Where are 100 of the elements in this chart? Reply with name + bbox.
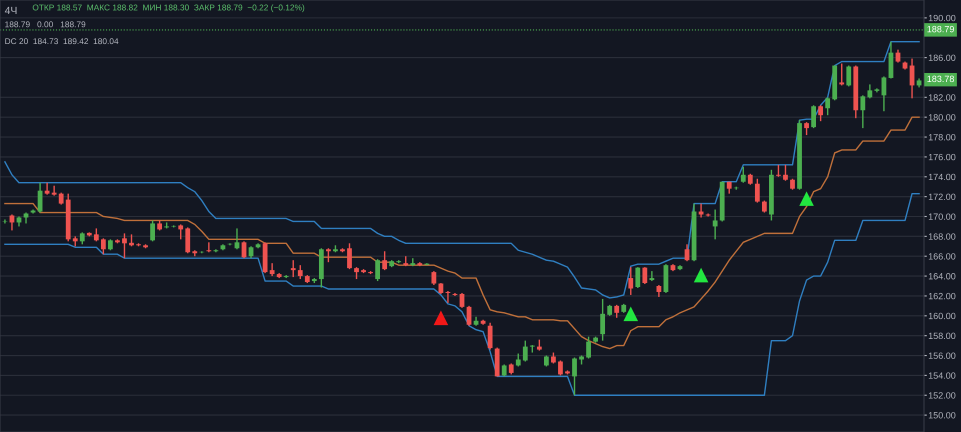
candlestick: [867, 84, 872, 100]
candlestick: [248, 246, 254, 259]
candlestick: [600, 298, 606, 342]
y-tick-label: 174.00: [928, 174, 956, 180]
candlestick: [684, 244, 690, 262]
y-tick-label: 170.00: [928, 213, 956, 220]
candlestick: [178, 224, 184, 240]
y-tick-label: 190.00: [928, 14, 956, 22]
candlestick: [536, 338, 542, 352]
candlestick: [24, 212, 28, 224]
candlestick: [446, 290, 450, 304]
candlestick: [100, 238, 106, 255]
candlestick: [206, 242, 212, 253]
candlestick: [882, 76, 886, 112]
candlestick: [544, 354, 549, 368]
candlestick: [270, 262, 275, 277]
candlestick: [572, 356, 577, 396]
candlestick: [522, 340, 528, 362]
ref-line-label: 188.79: [927, 26, 954, 32]
y-tick-label: 162.00: [928, 292, 956, 300]
y-tick-label: 160.00: [928, 312, 956, 320]
candlestick: [326, 248, 331, 263]
point: [623, 306, 638, 322]
candlestick: [38, 182, 42, 214]
candlestick: [628, 266, 634, 296]
candlestick: [164, 222, 170, 230]
text: 4Ч: [4, 6, 17, 14]
candlestick: [614, 304, 620, 318]
candlestick: [157, 220, 162, 232]
annotation: 188.79 0.00 188.79: [5, 21, 86, 28]
candlestick: [754, 178, 760, 204]
point: [799, 191, 814, 206]
candlestick: [347, 242, 352, 270]
y-tick-label: 164.00: [928, 273, 956, 280]
candlestick: [431, 270, 436, 286]
candlestick: [94, 228, 99, 242]
candlestick: [72, 236, 78, 247]
point: [694, 268, 708, 282]
annotation: ОТКР 188.57 МАКС 188.82 МИН 188.30 ЗАКР 188.79 −0.22 (−0.12%): [32, 4, 304, 12]
point: [434, 310, 448, 326]
candlestick: [438, 282, 444, 295]
candlestick: [825, 96, 830, 116]
candlestick: [790, 178, 795, 190]
y-tick-label: 154.00: [928, 372, 956, 379]
candlestick: [726, 181, 732, 194]
y-tick-label: 178.00: [928, 134, 956, 140]
candlestick: [150, 220, 155, 242]
candlestick: [129, 234, 134, 247]
candlestick: [2, 218, 8, 224]
candlestick: [58, 192, 64, 206]
candlestick: [558, 360, 563, 376]
y-tick-label: 158.00: [928, 332, 956, 340]
y-tick-label: 172.00: [928, 194, 956, 200]
y-tick-label: 176.00: [928, 154, 956, 160]
candlestick: [839, 62, 844, 86]
y-tick-label: 182.00: [928, 94, 956, 101]
candlestick: [776, 164, 781, 178]
y-tick-label: 180.00: [928, 114, 956, 121]
candlestick: [910, 58, 914, 100]
candlestick: [656, 284, 662, 298]
annotation: DC 20 184.73 189.42 180.04: [5, 38, 118, 44]
y-tick-label: 166.00: [928, 253, 956, 260]
line-series: [4, 192, 920, 396]
candlestick: [290, 260, 296, 278]
candlestick: [698, 202, 704, 218]
candlestick: [298, 264, 303, 280]
candlestick: [403, 256, 408, 267]
candlestick: [44, 182, 50, 196]
candlestick: [804, 121, 809, 136]
annotation: 183.78: [927, 76, 954, 82]
candlestick: [466, 305, 472, 326]
candlestick: [811, 104, 816, 129]
candlestick: [10, 214, 14, 232]
candlestick: [488, 322, 493, 350]
candlestick: [860, 94, 866, 129]
y-tick-label: 186.00: [928, 54, 956, 61]
candlestick: [108, 238, 113, 251]
y-tick-label: 156.00: [928, 352, 956, 359]
candlestick: [382, 250, 388, 271]
candlestick: [586, 336, 591, 360]
candlestick: [762, 200, 767, 214]
candlestick: [234, 228, 240, 250]
candlestick: [375, 258, 380, 282]
candlestick: [516, 352, 521, 368]
candlestick: [846, 64, 852, 88]
candlestick: [649, 270, 654, 282]
candlestick: [607, 304, 612, 316]
candlestick: [896, 48, 900, 64]
candlestick: [712, 208, 718, 240]
candlestick: [354, 266, 359, 280]
candlestick: [551, 352, 556, 364]
y-tick-label: 168.00: [928, 233, 956, 240]
candlestick: [80, 232, 85, 245]
candlestick: [185, 226, 190, 254]
candlestick: [16, 216, 22, 228]
candlestick: [52, 185, 57, 196]
candlestick: [635, 266, 640, 289]
candlestick: [642, 266, 648, 285]
candlestick: [122, 232, 127, 259]
candlestick: [783, 164, 788, 182]
